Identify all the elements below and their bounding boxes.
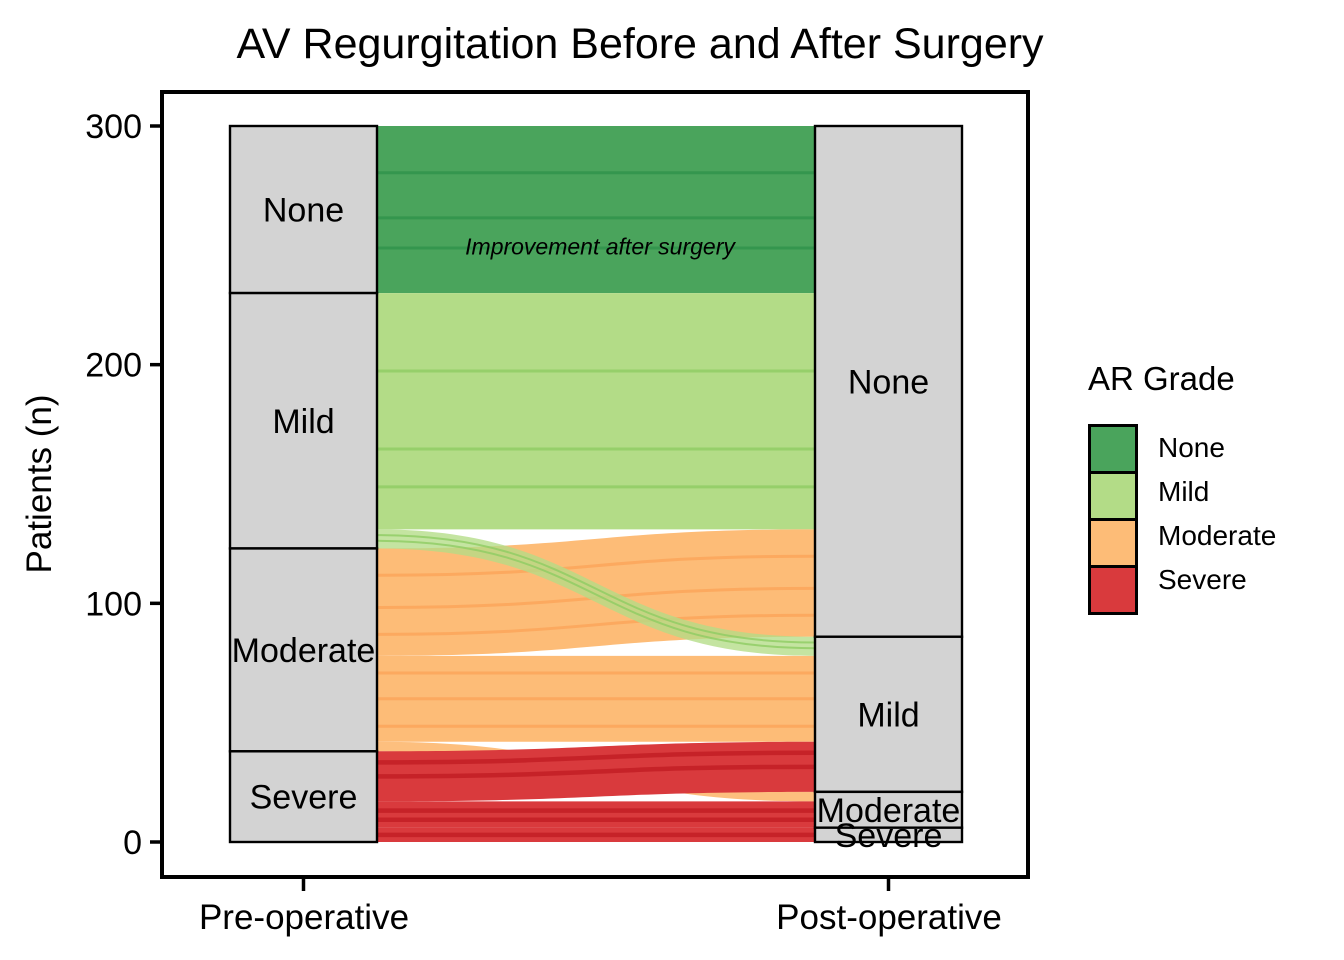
- y-axis-title: Patients (n): [20, 394, 59, 574]
- x-axis-label-post-operative: Post-operative: [776, 898, 1002, 937]
- legend-label-mild: Mild: [1158, 476, 1210, 507]
- legend: AR Grade None Mild Moderate Severe: [1088, 360, 1276, 615]
- flow-stripe-mild-to-mild-1: [376, 539, 816, 650]
- flow-stripe-moderate-to-none-0: [376, 554, 816, 577]
- legend-label-none: None: [1158, 432, 1225, 463]
- flow-none-to-none: [377, 126, 815, 294]
- stratum-post-moderate: [813, 790, 964, 829]
- legend-swatch-none: [1088, 424, 1138, 474]
- stratum-post-none: [813, 124, 964, 638]
- legend-swatch-moderate: [1088, 518, 1138, 568]
- stratum-post-mild: [813, 635, 964, 794]
- legend-swatch-severe: [1088, 565, 1138, 615]
- flow-stripe-severe-to-mild-0: [376, 750, 816, 765]
- legend-label-moderate: Moderate: [1158, 520, 1277, 551]
- legend-title: AR Grade: [1088, 360, 1235, 397]
- y-tick-label-200: 200: [85, 347, 142, 385]
- legend-swatch-mild: [1088, 471, 1138, 521]
- flow-stripe-moderate-to-none-2: [376, 613, 816, 636]
- stratum-pre-moderate: [228, 547, 379, 753]
- stratum-pre-mild: [228, 291, 379, 550]
- stratum-label-post-none: None: [848, 363, 929, 401]
- stratum-label-post-moderate: Moderate: [817, 792, 961, 830]
- legend-labels: None Mild Moderate Severe: [1158, 424, 1276, 603]
- stratum-label-pre-severe: Severe: [250, 779, 358, 817]
- flow-mild-to-none: [377, 293, 815, 530]
- flow-stripe-mild-to-mild-0: [376, 534, 816, 644]
- stratum-label-post-mild: Mild: [857, 696, 919, 734]
- flow-stripe-severe-to-mild-1: [376, 764, 816, 779]
- y-tick-label-0: 0: [123, 824, 142, 862]
- stratum-label-pre-mild: Mild: [272, 403, 334, 441]
- annotation-improvement: Improvement after surgery: [465, 233, 735, 260]
- flow-severe-to-moderate: [377, 801, 815, 828]
- x-axis-label-pre-operative: Pre-operative: [198, 898, 410, 937]
- y-tick-label-300: 300: [85, 108, 142, 146]
- stratum-label-pre-moderate: Moderate: [232, 632, 376, 670]
- stratum-pre-none: [228, 124, 379, 295]
- stratum-label-pre-none: None: [263, 192, 344, 230]
- flow-mild-to-mild: [377, 529, 815, 656]
- legend-label-severe: Severe: [1158, 564, 1247, 595]
- legend-swatches: [1088, 424, 1138, 615]
- stratum-post-severe: [813, 826, 964, 844]
- stratum-label-post-severe: Severe: [835, 817, 943, 855]
- stratum-pre-severe: [228, 750, 379, 844]
- y-tick-label-100: 100: [85, 585, 142, 623]
- panel-border: [160, 90, 1030, 879]
- chart-title: AV Regurgitation Before and After Surger…: [236, 20, 1044, 68]
